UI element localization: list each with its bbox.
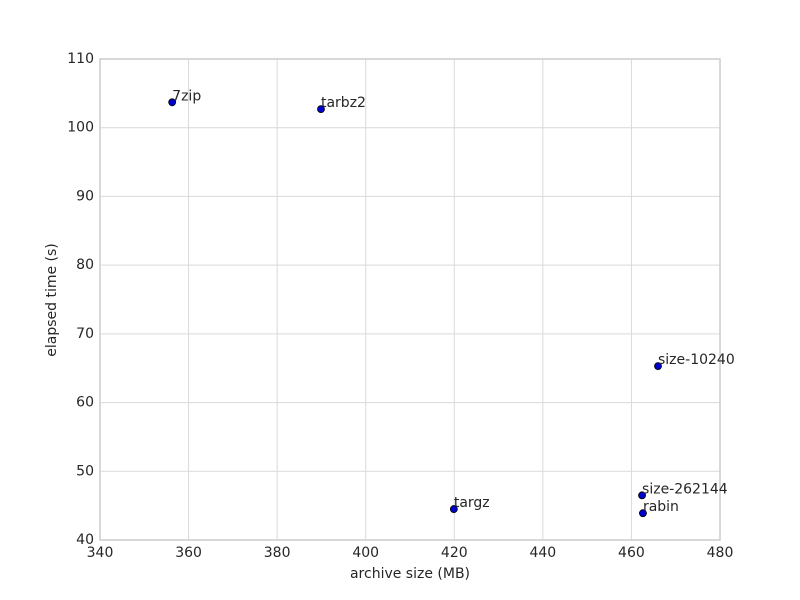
x-tick-label: 420: [441, 545, 468, 561]
plot-frame: [99, 58, 721, 541]
point-label: size-262144: [642, 481, 728, 497]
y-tick-label: 110: [67, 51, 94, 67]
y-tick-label: 40: [76, 532, 94, 548]
y-tick-label: 60: [76, 395, 94, 411]
x-tick-label: 360: [175, 545, 202, 561]
point-label: 7zip: [172, 88, 201, 104]
y-axis-label: elapsed time (s): [44, 243, 60, 357]
point-label: size-10240: [658, 352, 735, 368]
x-tick-label: 380: [264, 545, 291, 561]
x-tick-label: 440: [529, 545, 556, 561]
x-tick-label: 480: [707, 545, 734, 561]
x-tick-label: 340: [87, 545, 114, 561]
y-tick-label: 70: [76, 326, 94, 342]
point: [639, 509, 647, 518]
y-tick-label: 50: [76, 463, 94, 479]
point-label: rabin: [643, 499, 679, 515]
point: [654, 362, 662, 371]
x-tick-label: 460: [618, 545, 645, 561]
y-tick-label: 90: [76, 188, 94, 204]
y-tick-label: 100: [67, 120, 94, 136]
point-label: targz: [454, 495, 490, 511]
point: [317, 105, 325, 114]
point-label: tarbz2: [321, 95, 366, 111]
y-tick-label: 80: [76, 257, 94, 273]
point: [449, 505, 458, 513]
x-tick-label: 400: [352, 545, 379, 561]
x-axis-label: archive size (MB): [350, 566, 470, 582]
point: [168, 98, 177, 107]
point: [638, 491, 646, 500]
